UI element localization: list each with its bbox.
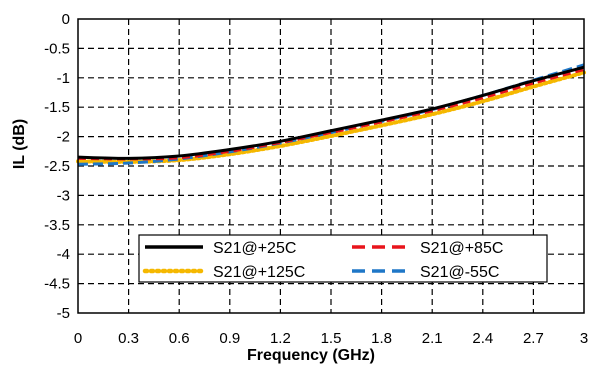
series-line bbox=[77, 65, 585, 160]
y-tick-label: -4 bbox=[57, 246, 70, 263]
x-tick-label: 3 bbox=[580, 330, 588, 347]
data-series bbox=[76, 63, 586, 166]
x-tick-label: 0.9 bbox=[219, 330, 240, 347]
x-tick-label: 1.8 bbox=[371, 330, 392, 347]
legend-label: S21@-55C bbox=[420, 264, 499, 281]
legend-label: S21@+25C bbox=[213, 240, 296, 257]
x-tick-label: 1.2 bbox=[270, 330, 291, 347]
y-tick-label: -2.5 bbox=[44, 158, 70, 175]
y-tick-label: -1 bbox=[57, 70, 70, 87]
x-tick-label: 2.4 bbox=[472, 330, 493, 347]
y-tick-label: -3 bbox=[57, 187, 70, 204]
x-tick-label: 0.6 bbox=[169, 330, 190, 347]
legend-label: S21@+85C bbox=[420, 240, 503, 257]
y-tick-label: -5 bbox=[57, 305, 70, 322]
legend-box bbox=[138, 234, 548, 283]
x-axis-title: Frequency (GHz) bbox=[247, 347, 375, 364]
y-tick-label: -2 bbox=[57, 129, 70, 146]
y-tick-label: -0.5 bbox=[44, 40, 70, 57]
legend-label: S21@+125C bbox=[213, 264, 305, 281]
x-tick-label: 0 bbox=[74, 330, 82, 347]
series-line bbox=[76, 70, 586, 164]
y-axis-title: IL (dB) bbox=[11, 119, 28, 169]
x-tick-labels: 0 0.3 0.6 0.9 1.2 1.5 1.8 2.1 2.4 2.7 3 bbox=[74, 330, 588, 347]
x-tick-label: 1.5 bbox=[321, 330, 342, 347]
x-tick-label: 2.7 bbox=[523, 330, 544, 347]
x-tick-label: 0.3 bbox=[118, 330, 139, 347]
y-tick-label: -4.5 bbox=[44, 276, 70, 293]
y-tick-label: 0 bbox=[62, 11, 70, 28]
y-tick-label: -1.5 bbox=[44, 99, 70, 116]
y-tick-label: -3.5 bbox=[44, 217, 70, 234]
legend: S21@+25C S21@+85C S21@+125C S21@-55C bbox=[138, 234, 548, 283]
x-tick-label: 2.1 bbox=[422, 330, 443, 347]
y-tick-labels: 0 -0.5 -1 -1.5 -2 -2.5 -3 -3.5 -4 -4.5 -5 bbox=[44, 11, 70, 322]
plot-frame bbox=[77, 18, 585, 314]
